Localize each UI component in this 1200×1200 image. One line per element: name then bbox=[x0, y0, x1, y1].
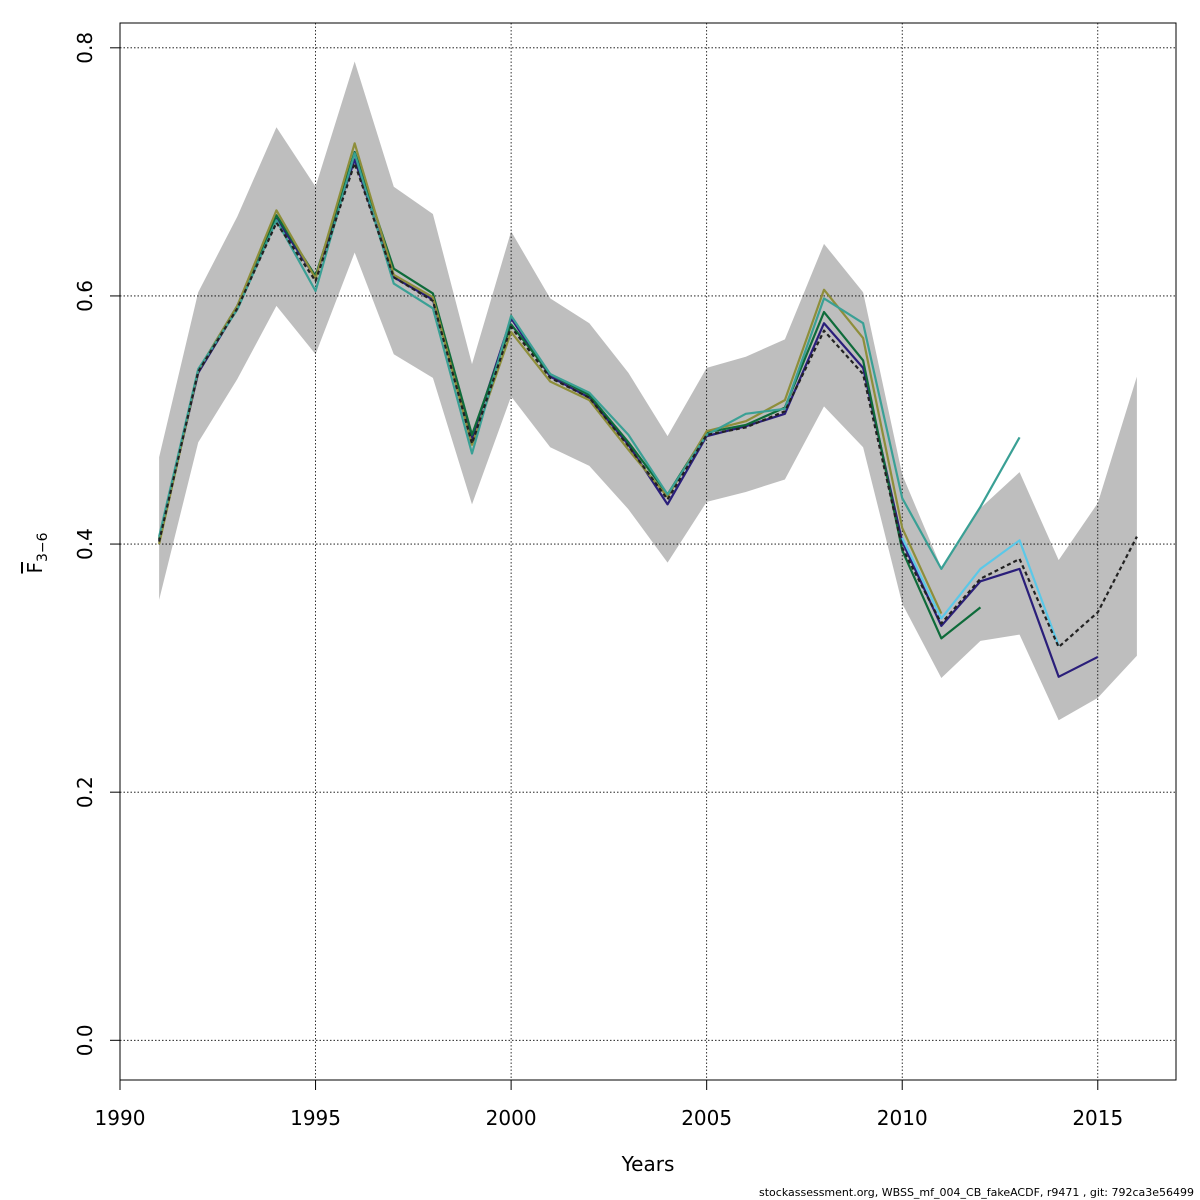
y-tick-label: 0.6 bbox=[73, 280, 97, 312]
y-axis-title-sub: 3−6 bbox=[35, 532, 51, 562]
x-tick-label: 2015 bbox=[1072, 1106, 1123, 1130]
y-tick-label-group: 0.4 bbox=[73, 528, 97, 560]
confidence-band bbox=[159, 61, 1137, 721]
x-tick-label: 2010 bbox=[877, 1106, 928, 1130]
x-tick-label: 2000 bbox=[486, 1106, 537, 1130]
footer-note: stockassessment.org, WBSS_mf_004_CB_fake… bbox=[759, 1186, 1194, 1199]
y-axis-title-main: F bbox=[23, 562, 47, 574]
series-line-3 bbox=[158, 142, 943, 614]
y-axis-title: F3−6 bbox=[23, 532, 51, 573]
svg-text:F3−6: F3−6 bbox=[23, 532, 51, 573]
x-tick-label: 2005 bbox=[681, 1106, 732, 1130]
confidence-band-layer bbox=[159, 61, 1137, 721]
y-tick-label: 0.8 bbox=[73, 32, 97, 64]
y-tick-label-group: 0.8 bbox=[73, 32, 97, 64]
series-line-5 bbox=[901, 537, 1060, 647]
x-axis-title: Years bbox=[621, 1152, 675, 1176]
y-tick-label: 0.4 bbox=[73, 528, 97, 560]
y-tick-label: 0.2 bbox=[73, 776, 97, 808]
x-tick-label: 1990 bbox=[95, 1106, 146, 1130]
series-line-6 bbox=[158, 162, 1138, 649]
x-tick-label: 1995 bbox=[290, 1106, 341, 1130]
axes-layer: 1990 1995 2000 2005 2010 2015 0.0 0.2 0.4 0.6 0.8 bbox=[73, 22, 1177, 1130]
y-tick-label: 0.0 bbox=[73, 1024, 97, 1056]
y-tick-label-group: 0.6 bbox=[73, 280, 97, 312]
y-tick-label-group: 0.2 bbox=[73, 776, 97, 808]
y-tick-label-group: 0.0 bbox=[73, 1024, 97, 1056]
series-layer bbox=[158, 142, 1138, 678]
series-line-4 bbox=[158, 152, 1021, 570]
